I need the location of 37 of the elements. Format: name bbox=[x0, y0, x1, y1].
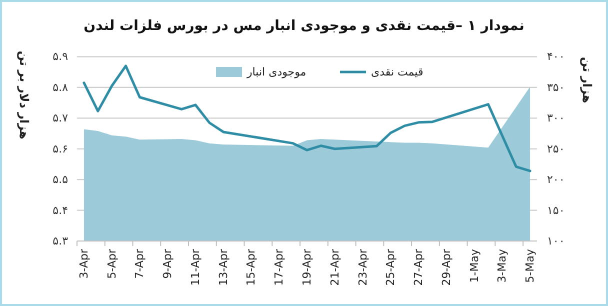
x-tick-label: 19-Apr bbox=[300, 248, 314, 286]
x-tick-label: 3-May bbox=[496, 248, 509, 283]
x-tick-label: 29-Apr bbox=[440, 248, 453, 286]
x-tick-label: 5-May bbox=[524, 248, 537, 283]
x-tick-label: 9-Apr bbox=[161, 248, 174, 279]
x-tick-label: 13-Apr bbox=[216, 248, 230, 286]
legend-label: قیمت نقدی bbox=[371, 66, 424, 78]
y2-tick-label: ۱۰۰ bbox=[547, 234, 565, 248]
y-tick-label: ۵.۳ bbox=[52, 234, 68, 248]
x-tick-label: 7-Apr bbox=[133, 248, 146, 279]
x-tick-label: 25-Apr bbox=[384, 248, 398, 286]
x-tick-label: 21-Apr bbox=[328, 248, 342, 286]
y-tick-label: ۵.۴ bbox=[52, 204, 68, 217]
y2-tick-label: ۱۵۰ bbox=[547, 204, 565, 217]
y2-tick-label: ۲۵۰ bbox=[547, 142, 565, 156]
y2-tick-label: ۳۵۰ bbox=[547, 80, 565, 94]
y2-tick-label: ۳۰۰ bbox=[547, 112, 565, 125]
x-tick-label: 23-Apr bbox=[356, 248, 370, 286]
y-tick-label: ۵.۶ bbox=[52, 142, 68, 156]
y-tick-label: ۵.۵ bbox=[52, 173, 68, 186]
x-tick-label: 5-Apr bbox=[105, 248, 118, 279]
y-tick-label: ۵.۹ bbox=[52, 50, 68, 64]
y2-tick-label: ۴۰۰ bbox=[547, 50, 565, 64]
y2-axis-title: هزار تن bbox=[580, 56, 594, 104]
x-tick-label: 11-Apr bbox=[188, 248, 202, 286]
x-tick-label: 15-Apr bbox=[244, 248, 258, 286]
line-series bbox=[82, 64, 532, 172]
y-tick-label: ۵.۸ bbox=[52, 80, 68, 94]
x-tick-label: 3-Apr bbox=[77, 248, 90, 279]
x-tick-label: 17-Apr bbox=[272, 248, 286, 286]
y2-tick-label: ۲۰۰ bbox=[547, 173, 565, 186]
x-tick-label: 27-Apr bbox=[412, 248, 426, 286]
y-tick-label: ۵.۷ bbox=[52, 112, 68, 125]
chart-title: نمودار ۱ –قیمت نقدی و موجودی انبار مس در بورس فلزات لندن bbox=[84, 18, 524, 34]
legend-label: موجودی انبار bbox=[246, 66, 306, 78]
y-axis-title: هزار دلار بر تن bbox=[17, 50, 31, 140]
x-tick-label: 1-May bbox=[468, 248, 481, 283]
